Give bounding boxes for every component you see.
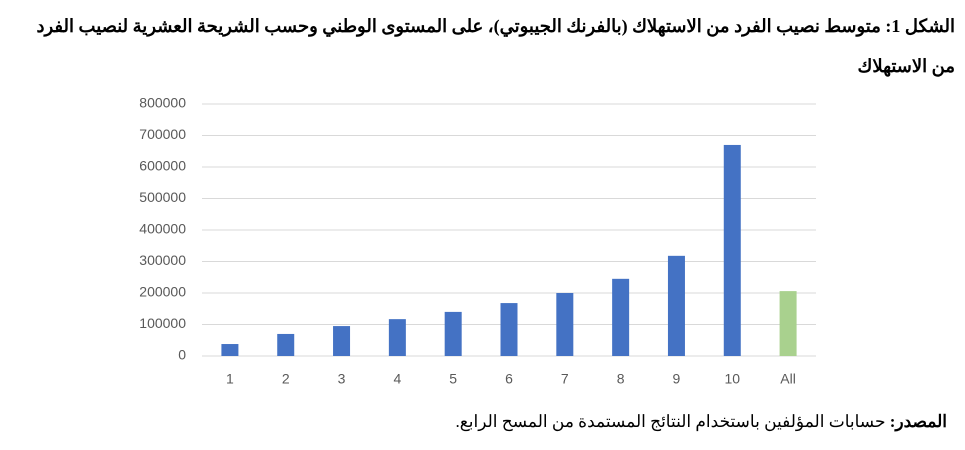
- x-tick-label: 5: [449, 371, 457, 387]
- y-tick-label: 800000: [139, 95, 186, 111]
- source-text: حسابات المؤلفين باستخدام النتائج المستمد…: [455, 412, 886, 431]
- x-tick-label: 9: [673, 371, 681, 387]
- x-tick-label: 1: [226, 371, 234, 387]
- bar: [667, 255, 685, 356]
- chart: 0 100000 200000 300000 400000 500000 600000 700…: [139, 95, 816, 387]
- source-label: المصدر:: [889, 412, 947, 431]
- bar: [612, 278, 630, 356]
- source-note: المصدر: حسابات المؤلفين باستخدام النتائج…: [455, 412, 947, 432]
- y-tick-label: 0: [178, 347, 186, 363]
- bar: [333, 326, 351, 356]
- y-tick-label: 300000: [139, 252, 186, 268]
- y-tick-label: 400000: [139, 221, 186, 237]
- x-tick-label: All: [780, 371, 796, 387]
- bar: [388, 319, 406, 356]
- bar: [221, 344, 239, 356]
- bar: [277, 333, 295, 356]
- x-tick-label: 3: [338, 371, 346, 387]
- title-label: الشكل 1:: [885, 16, 955, 36]
- bar: [500, 303, 518, 356]
- y-tick-label: 100000: [139, 315, 186, 331]
- y-tick-label: 600000: [139, 158, 186, 174]
- y-tick-label: 700000: [139, 126, 186, 142]
- bar: [444, 311, 462, 356]
- bar: [556, 293, 574, 356]
- title-text: متوسط نصيب الفرد من الاستهلاك (بالفرنك ا…: [36, 16, 955, 76]
- x-tick-label: 2: [282, 371, 290, 387]
- x-tick-label: 7: [561, 371, 569, 387]
- figure-title: الشكل 1: متوسط نصيب الفرد من الاستهلاك (…: [10, 6, 955, 86]
- bar: [779, 291, 797, 356]
- x-tick-label: 8: [617, 371, 625, 387]
- y-tick-label: 200000: [139, 284, 186, 300]
- y-tick-label: 500000: [139, 189, 186, 205]
- bar: [723, 144, 741, 356]
- x-tick-label: 10: [724, 371, 740, 387]
- x-tick-label: 6: [505, 371, 513, 387]
- x-tick-label: 4: [393, 371, 401, 387]
